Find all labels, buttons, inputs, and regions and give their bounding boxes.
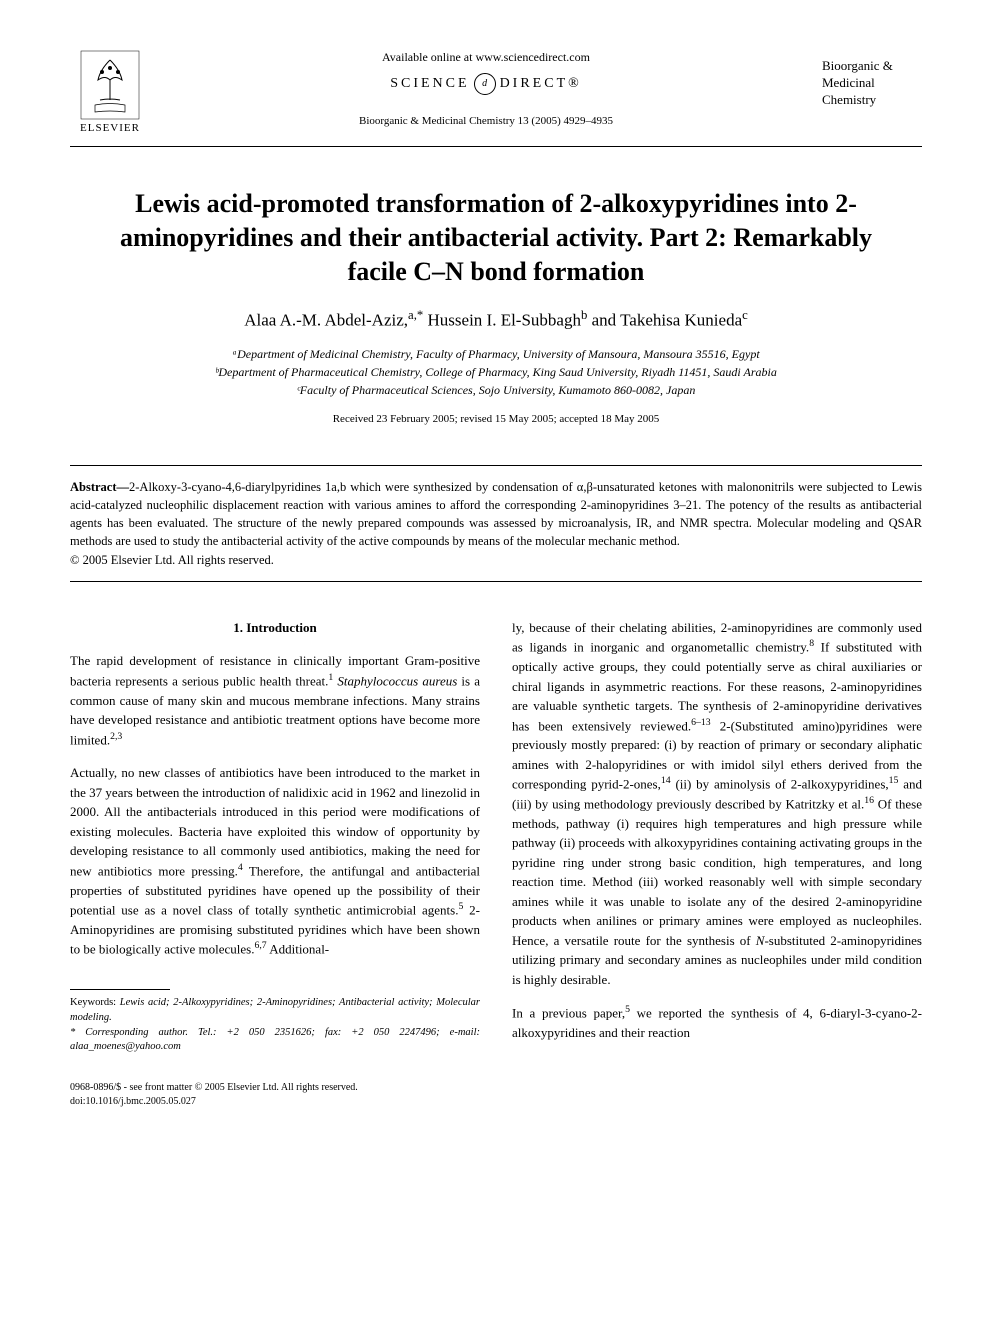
affiliations: ᵃDepartment of Medicinal Chemistry, Facu…	[70, 345, 922, 399]
keywords-footnote: Keywords: Lewis acid; 2-Alkoxypyridines;…	[70, 996, 480, 1025]
journal-name-2: Medicinal	[822, 75, 922, 92]
journal-reference: Bioorganic & Medicinal Chemistry 13 (200…	[170, 115, 802, 127]
sd-circle-icon: d	[474, 73, 496, 95]
abstract-copyright: © 2005 Elsevier Ltd. All rights reserved…	[70, 553, 274, 567]
body-columns: 1. Introduction The rapid development of…	[70, 618, 922, 1057]
authors-line: Alaa A.-M. Abdel-Aziz,a,* Hussein I. El-…	[70, 308, 922, 331]
keywords-label: Keywords:	[70, 997, 116, 1008]
sd-right: DIRECT®	[500, 76, 582, 92]
available-online-text: Available online at www.sciencedirect.co…	[170, 50, 802, 65]
intro-para-2: Actually, no new classes of antibiotics …	[70, 763, 480, 959]
abstract-rule-bottom	[70, 581, 922, 582]
corresponding-footnote: * Corresponding author. Tel.: +2 050 235…	[70, 1026, 480, 1055]
journal-name-block: Bioorganic & Medicinal Chemistry	[822, 50, 922, 109]
article-title: Lewis acid-promoted transformation of 2-…	[70, 187, 922, 288]
page-header: ELSEVIER Available online at www.science…	[70, 50, 922, 134]
publisher-logo-block: ELSEVIER	[70, 50, 150, 134]
header-divider	[70, 146, 922, 147]
affiliation-b: ᵇDepartment of Pharmaceutical Chemistry,…	[70, 363, 922, 381]
journal-name-3: Chemistry	[822, 92, 922, 109]
elsevier-tree-logo	[80, 50, 140, 120]
affiliation-c: ᶜFaculty of Pharmaceutical Sciences, Soj…	[70, 381, 922, 399]
page-footer: 0968-0896/$ - see front matter © 2005 El…	[70, 1081, 922, 1109]
article-dates: Received 23 February 2005; revised 15 Ma…	[70, 413, 922, 425]
footnote-divider	[70, 989, 170, 990]
left-column: 1. Introduction The rapid development of…	[70, 618, 480, 1057]
footer-doi: doi:10.1016/j.bmc.2005.05.027	[70, 1095, 922, 1109]
header-center: Available online at www.sciencedirect.co…	[150, 50, 822, 127]
publisher-name: ELSEVIER	[80, 122, 140, 134]
affiliation-a: ᵃDepartment of Medicinal Chemistry, Facu…	[70, 345, 922, 363]
sciencedirect-logo: SCIENCE d DIRECT®	[390, 73, 582, 95]
abstract-label: Abstract—	[70, 480, 129, 494]
intro-para-1: The rapid development of resistance in c…	[70, 651, 480, 749]
abstract-rule-top	[70, 465, 922, 466]
abstract-block: Abstract—2-Alkoxy-3-cyano-4,6-diarylpyri…	[70, 478, 922, 569]
sd-left: SCIENCE	[390, 76, 469, 92]
footer-copyright: 0968-0896/$ - see front matter © 2005 El…	[70, 1081, 922, 1095]
abstract-text: 2-Alkoxy-3-cyano-4,6-diarylpyridines 1a,…	[70, 480, 922, 548]
right-column: ly, because of their chelating abilities…	[512, 618, 922, 1057]
keywords-text: Lewis acid; 2-Alkoxypyridines; 2-Aminopy…	[70, 997, 480, 1023]
section-1-heading: 1. Introduction	[70, 618, 480, 638]
journal-name-1: Bioorganic &	[822, 58, 922, 75]
intro-para-2-cont: ly, because of their chelating abilities…	[512, 618, 922, 990]
intro-para-3: In a previous paper,5 we reported the sy…	[512, 1003, 922, 1042]
